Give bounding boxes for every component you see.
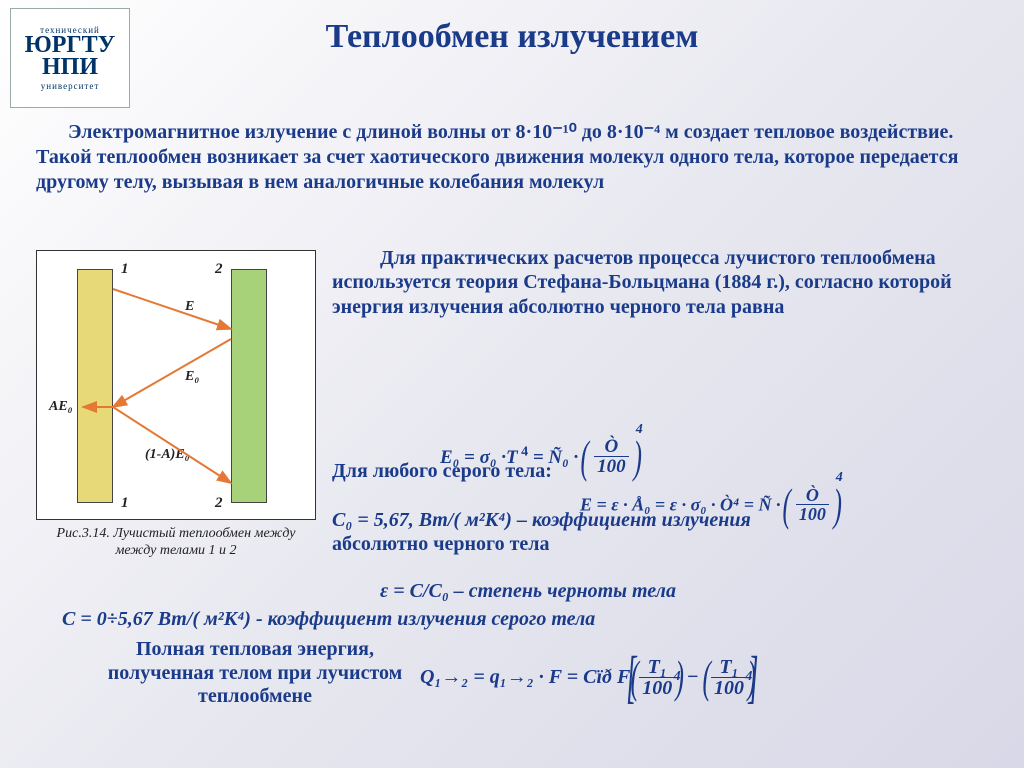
full-energy-label: Полная тепловая энергия, полученная тело… bbox=[100, 638, 410, 709]
stefan-boltzmann-paragraph: Для практических расчетов процесса лучис… bbox=[332, 246, 988, 319]
logo-line2: НПИ bbox=[42, 57, 98, 79]
figure-box: 1 2 1 2 E E₀ AE₀ (1-A)E₀ bbox=[36, 250, 316, 520]
intro-paragraph: Электромагнитное излучение с длиной волн… bbox=[36, 120, 988, 195]
intro-text: Электромагнитное излучение с длиной волн… bbox=[36, 121, 958, 193]
page-title: Теплообмен излучением bbox=[0, 18, 1024, 56]
c-definition: С = 0÷5,67 Вт/( м²К⁴) - коэффициент излу… bbox=[62, 608, 595, 631]
logo-bottom-text: университет bbox=[41, 81, 100, 91]
epsilon-definition: ε = С/С₀ – степень черноты тела bbox=[380, 580, 676, 603]
figure-radiative-exchange: 1 2 1 2 E E₀ AE₀ (1-A)E₀ Рис.3.14. Лучис… bbox=[36, 250, 316, 580]
c0-definition: С₀ = 5,67, Вт/( м²К⁴) – коэффициент излу… bbox=[332, 508, 988, 556]
figure-caption: Рис.3.14. Лучистый теплообмен между межд… bbox=[36, 526, 316, 560]
figure-arrows bbox=[37, 251, 317, 521]
grey-body-label: Для любого серого тела: bbox=[332, 460, 552, 483]
equation-q12: Q₁→₂ = q₁→₂ · F = Cïð F [ ( T₁100 )4 − (… bbox=[420, 648, 755, 706]
